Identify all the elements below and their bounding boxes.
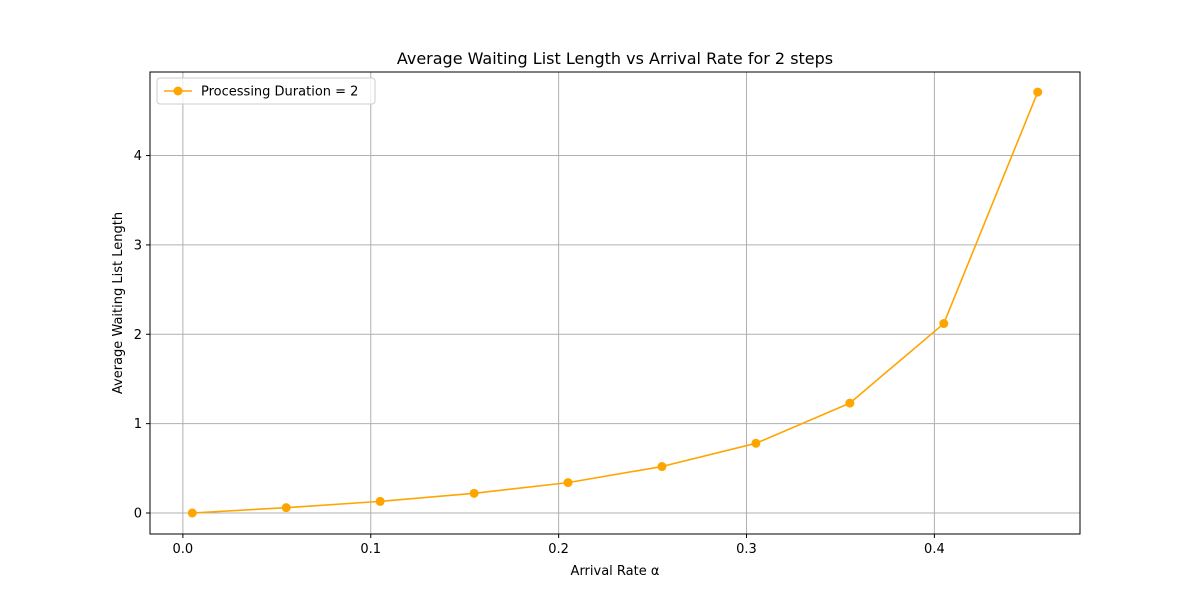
legend-label: Processing Duration = 2 bbox=[201, 85, 358, 100]
legend-marker-sample bbox=[173, 86, 183, 96]
chart-title: Average Waiting List Length vs Arrival R… bbox=[397, 49, 833, 68]
y-axis-label: Average Waiting List Length bbox=[111, 212, 126, 394]
x-axis-label: Arrival Rate α bbox=[571, 564, 660, 579]
series-layer bbox=[187, 87, 1043, 518]
y-tick-label: 3 bbox=[134, 238, 142, 253]
x-tick-label: 0.1 bbox=[360, 542, 381, 557]
series-line bbox=[192, 91, 1039, 514]
data-point bbox=[469, 488, 479, 498]
x-axis-ticks: 0.0 0.1 0.2 0.3 0.4 bbox=[173, 534, 945, 557]
data-point bbox=[187, 508, 197, 518]
x-tick-label: 0.3 bbox=[736, 542, 757, 557]
x-tick-label: 0.2 bbox=[548, 542, 569, 557]
legend: Processing Duration = 2 bbox=[156, 77, 376, 105]
x-tick-label: 0.0 bbox=[173, 542, 194, 557]
legend-frame bbox=[156, 77, 376, 105]
data-point bbox=[375, 496, 385, 506]
data-point bbox=[845, 398, 855, 408]
y-axis-ticks: 0 1 2 3 4 bbox=[134, 149, 150, 522]
data-point bbox=[939, 319, 949, 329]
y-tick-label: 1 bbox=[134, 417, 142, 432]
y-tick-label: 0 bbox=[134, 507, 142, 522]
data-point bbox=[751, 438, 761, 448]
data-point bbox=[657, 462, 667, 472]
plot-area bbox=[150, 72, 1080, 534]
y-tick-label: 4 bbox=[134, 149, 142, 164]
grid bbox=[150, 72, 1080, 534]
data-point bbox=[281, 503, 291, 513]
y-tick-label: 2 bbox=[134, 328, 142, 343]
plot-frame bbox=[149, 71, 1081, 535]
data-point bbox=[563, 478, 573, 488]
data-point bbox=[1033, 87, 1043, 97]
x-tick-label: 0.4 bbox=[924, 542, 945, 557]
